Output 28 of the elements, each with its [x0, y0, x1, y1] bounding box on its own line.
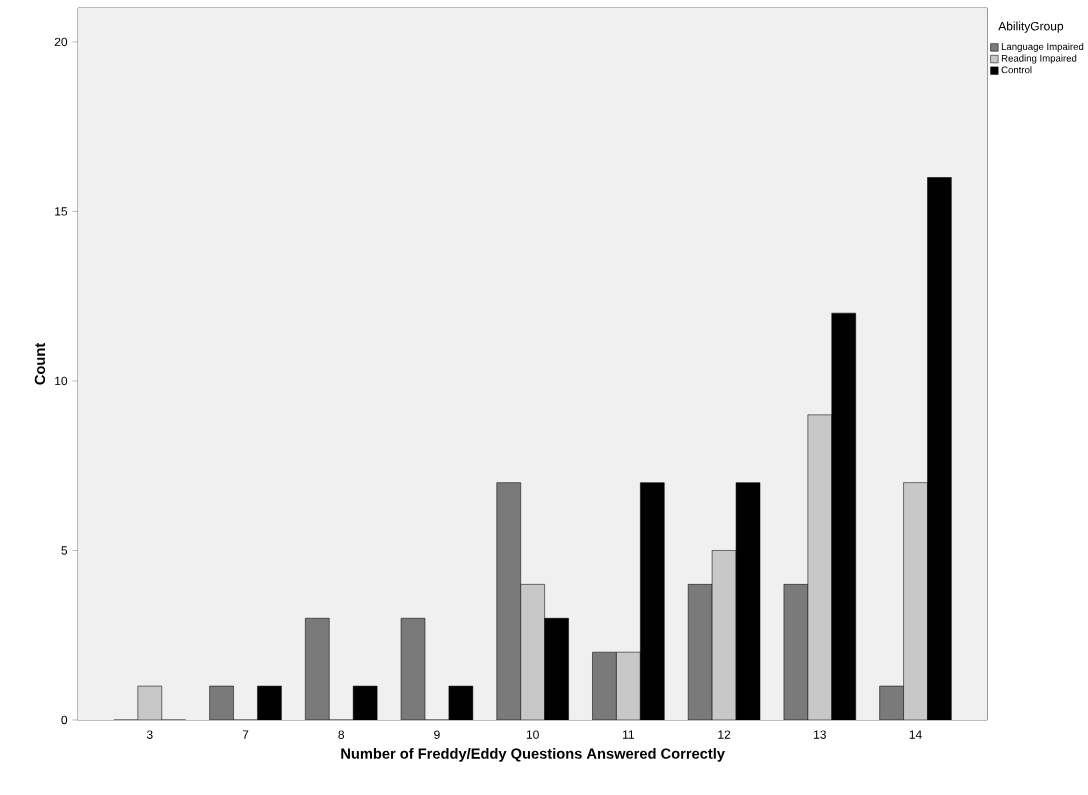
y-tick-label: 0 [61, 715, 68, 725]
x-tick-label: 7 [242, 730, 249, 739]
x-tick-label: 13 [814, 730, 826, 739]
bar [592, 652, 617, 720]
bar [783, 584, 808, 720]
x-tick-label: 9 [434, 730, 440, 739]
y-tick-label: 5 [61, 546, 68, 555]
bar [305, 618, 330, 720]
x-axis-title: Number of Freddy/Eddy Questions Answered Correctly [341, 748, 725, 762]
x-tick-label: 12 [718, 730, 731, 739]
x-tick-label: 10 [526, 730, 539, 739]
bar [688, 584, 713, 720]
x-tick-label: 8 [338, 730, 345, 739]
bar [401, 618, 425, 720]
legend-label: Reading Impaired [1001, 54, 1077, 64]
bar [496, 482, 521, 720]
legend-title: AbilityGroup [998, 21, 1064, 33]
x-tick-label: 3 [146, 730, 153, 739]
y-tick-label: 20 [54, 37, 68, 47]
y-tick-label: 15 [55, 207, 68, 216]
bar [879, 685, 904, 720]
y-tick-label: 10 [55, 376, 68, 386]
y-axis-title: Count [34, 342, 46, 385]
x-tick-label: 11 [623, 730, 635, 739]
legend-label: Control [1001, 66, 1032, 74]
x-tick-label: 14 [909, 730, 922, 739]
bar [209, 686, 234, 720]
legend-label: Language Impaired [1001, 42, 1084, 52]
